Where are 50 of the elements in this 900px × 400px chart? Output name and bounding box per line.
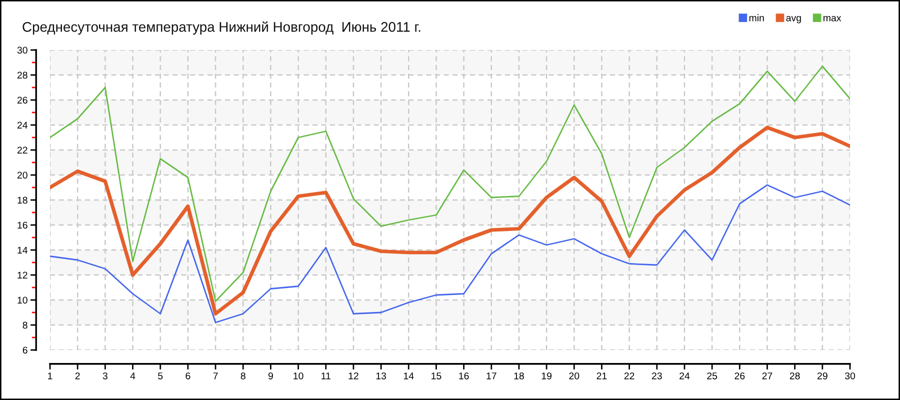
y-tick-label: 30 [17, 46, 28, 54]
y-tick-label: 26 [17, 96, 28, 104]
line-series [50, 126, 850, 316]
x-tick-label: 24 [680, 372, 690, 380]
x-tick-label: 27 [762, 372, 772, 380]
line-series [50, 184, 850, 324]
x-tick-label: 3 [102, 372, 108, 380]
y-tick-label: 24 [17, 122, 28, 129]
x-tick-label: 23 [652, 372, 662, 380]
x-tick-label: 1 [48, 372, 52, 380]
x-tick-label: 29 [817, 372, 828, 380]
legend-label: min [749, 14, 764, 22]
x-tick-label: 10 [294, 372, 304, 380]
x-tick-label: 26 [734, 372, 745, 380]
x-tick-label: 18 [514, 372, 524, 380]
line-series [50, 66, 850, 302]
legend-label: avg [786, 16, 801, 24]
x-tick-label: 2 [75, 372, 80, 380]
x-tick-label: 4 [130, 372, 136, 380]
y-tick-label: 18 [18, 196, 28, 204]
x-tick-label: 30 [844, 372, 856, 380]
chart-title: Среднесуточная температура Нижний Новгород Июнь 2011 г. [22, 21, 420, 35]
x-tick-label: 13 [376, 372, 386, 380]
x-tick-label: 9 [268, 372, 273, 380]
y-tick-label: 16 [18, 222, 28, 229]
x-tick-label: 25 [707, 372, 718, 380]
x-tick-label: 7 [213, 372, 218, 380]
x-tick-label: 6 [186, 372, 190, 380]
x-tick-label: 8 [240, 372, 246, 380]
y-tick-label: 6 [22, 346, 28, 354]
legend-label: max [824, 16, 842, 22]
x-tick-label: 17 [486, 372, 496, 380]
x-tick-label: 12 [348, 372, 358, 380]
y-tick-label: 28 [17, 72, 28, 79]
x-tick-label: 14 [404, 372, 414, 380]
x-tick-label: 16 [459, 372, 469, 380]
x-tick-label: 15 [432, 372, 442, 380]
x-tick-label: 20 [569, 372, 580, 380]
x-tick-label: 11 [322, 372, 330, 380]
y-tick-label: 22 [17, 146, 28, 154]
y-tick-label: 8 [22, 322, 28, 329]
x-tick-label: 21 [596, 372, 607, 380]
x-tick-label: 19 [542, 372, 552, 380]
y-tick-label: 20 [17, 172, 28, 179]
y-tick-label: 14 [18, 246, 28, 254]
y-tick-label: 10 [18, 296, 28, 304]
x-tick-label: 22 [624, 372, 634, 380]
x-tick-label: 5 [158, 372, 163, 380]
y-tick-label: 12 [18, 272, 28, 279]
x-tick-label: 28 [790, 372, 800, 380]
